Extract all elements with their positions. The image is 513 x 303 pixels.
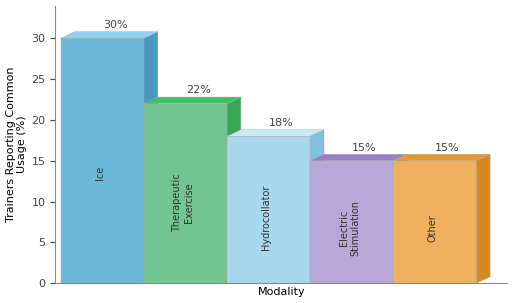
Polygon shape [310,130,324,283]
Text: 15%: 15% [435,143,460,153]
Polygon shape [393,161,476,283]
Polygon shape [61,32,158,38]
Polygon shape [227,136,310,283]
Polygon shape [393,154,407,283]
Polygon shape [393,154,490,161]
Polygon shape [227,97,241,283]
X-axis label: Modality: Modality [258,288,305,298]
Polygon shape [476,154,490,283]
Text: Other: Other [427,214,438,242]
Polygon shape [227,130,324,136]
Text: Hydrocollator: Hydrocollator [261,185,271,250]
Polygon shape [144,104,227,283]
Text: Ice: Ice [95,166,105,180]
Text: 30%: 30% [103,20,127,30]
Polygon shape [61,38,144,283]
Text: 18%: 18% [269,118,293,128]
Polygon shape [310,154,407,161]
Text: Electric
Stimulation: Electric Stimulation [339,200,360,256]
Text: 15%: 15% [352,143,377,153]
Text: 22%: 22% [186,85,211,95]
Polygon shape [310,161,393,283]
Polygon shape [144,97,241,104]
Text: Therapeutic
Exercise: Therapeutic Exercise [172,173,194,232]
Y-axis label: Trainers Reporting Common
Usage (%): Trainers Reporting Common Usage (%) [6,67,27,222]
Polygon shape [144,32,158,283]
